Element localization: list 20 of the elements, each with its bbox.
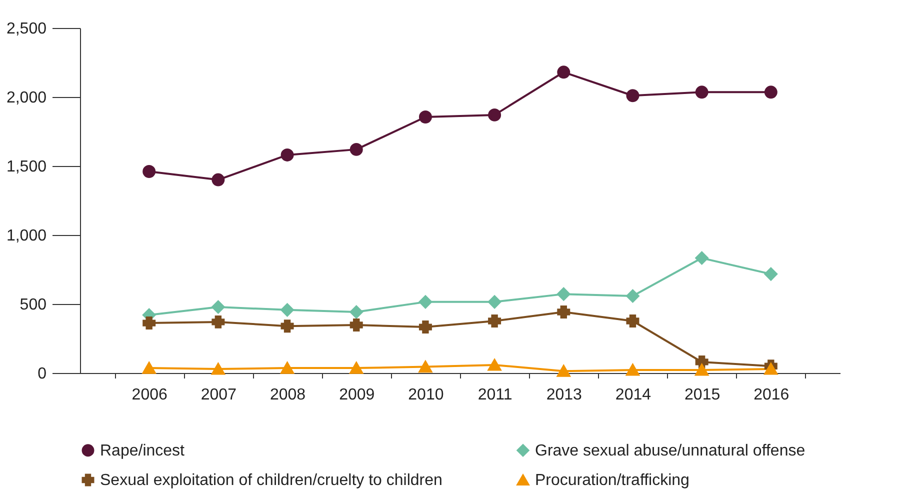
x-tick-label: 2011 [478,386,512,404]
x-tick-label: 2013 [546,386,582,404]
x-tick-label: 2015 [684,386,720,404]
legend-label: Grave sexual abuse/unnatural offense [535,442,806,460]
x-tick-label: 2010 [408,386,444,404]
legend-label: Procuration/trafficking [535,472,690,489]
y-tick-label: 500 [20,296,47,314]
x-tick-label: 2006 [132,386,168,404]
legend-label: Sexual exploitation of children/cruelty to children [100,472,442,489]
y-tick-label: 2,000 [6,90,47,106]
x-tick-label: 2016 [754,386,790,404]
y-tick-label: 2,500 [6,20,47,38]
x-tick-label: 2007 [200,386,237,404]
y-tick-label: 1,000 [6,228,47,244]
y-tick-label: 1,500 [6,158,47,176]
x-tick-label: 2008 [270,386,306,404]
y-tick-label: 0 [38,366,47,382]
x-tick-label: 2014 [615,386,652,404]
legend-label: Rape/incest [100,442,186,460]
x-tick-label: 2009 [339,386,375,404]
